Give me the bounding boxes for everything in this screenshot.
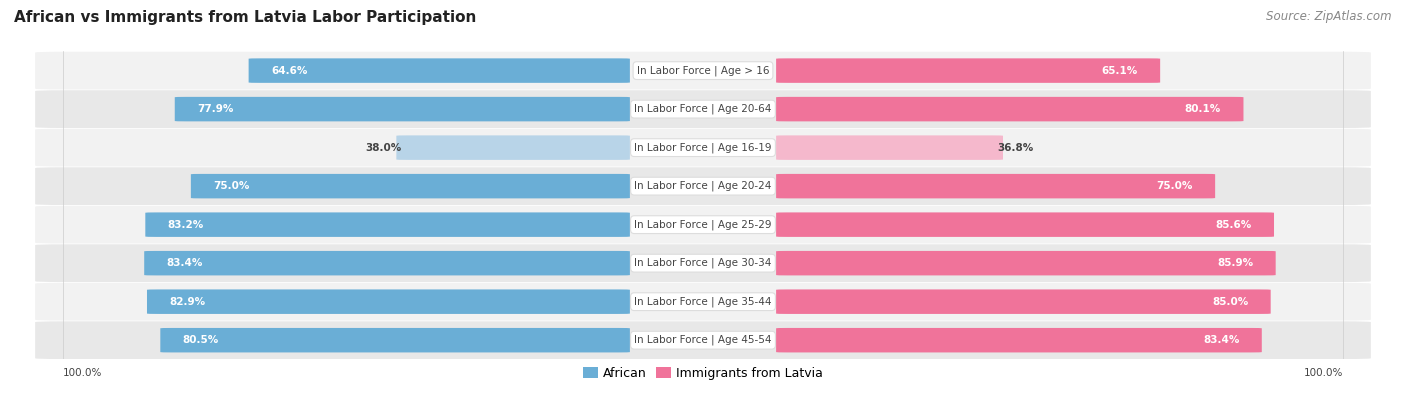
Text: In Labor Force | Age 45-54: In Labor Force | Age 45-54 [634, 335, 772, 346]
Text: 80.5%: 80.5% [183, 335, 219, 345]
FancyBboxPatch shape [35, 244, 1371, 282]
FancyBboxPatch shape [35, 129, 1371, 167]
FancyBboxPatch shape [776, 174, 1215, 198]
Text: 83.2%: 83.2% [167, 220, 204, 229]
Text: 85.6%: 85.6% [1215, 220, 1251, 229]
Text: In Labor Force | Age > 16: In Labor Force | Age > 16 [637, 65, 769, 76]
FancyBboxPatch shape [35, 90, 1371, 128]
FancyBboxPatch shape [145, 251, 630, 275]
FancyBboxPatch shape [145, 213, 630, 237]
FancyBboxPatch shape [148, 290, 630, 314]
Text: In Labor Force | Age 30-34: In Labor Force | Age 30-34 [634, 258, 772, 269]
Text: 75.0%: 75.0% [214, 181, 250, 191]
FancyBboxPatch shape [35, 52, 1371, 90]
Text: 85.9%: 85.9% [1218, 258, 1253, 268]
FancyBboxPatch shape [35, 321, 1371, 359]
Text: 38.0%: 38.0% [366, 143, 402, 152]
Text: 82.9%: 82.9% [170, 297, 205, 307]
FancyBboxPatch shape [35, 206, 1371, 244]
Text: 83.4%: 83.4% [167, 258, 202, 268]
Text: 36.8%: 36.8% [997, 143, 1033, 152]
FancyBboxPatch shape [35, 283, 1371, 321]
FancyBboxPatch shape [776, 213, 1274, 237]
FancyBboxPatch shape [174, 97, 630, 121]
Text: 77.9%: 77.9% [197, 104, 233, 114]
FancyBboxPatch shape [776, 135, 1002, 160]
Text: In Labor Force | Age 20-24: In Labor Force | Age 20-24 [634, 181, 772, 192]
Text: 80.1%: 80.1% [1185, 104, 1220, 114]
Text: In Labor Force | Age 16-19: In Labor Force | Age 16-19 [634, 142, 772, 153]
FancyBboxPatch shape [191, 174, 630, 198]
FancyBboxPatch shape [776, 97, 1243, 121]
Text: 100.0%: 100.0% [1303, 368, 1343, 378]
Text: Source: ZipAtlas.com: Source: ZipAtlas.com [1267, 10, 1392, 23]
FancyBboxPatch shape [776, 328, 1261, 352]
FancyBboxPatch shape [160, 328, 630, 352]
Text: 85.0%: 85.0% [1212, 297, 1249, 307]
Text: African vs Immigrants from Latvia Labor Participation: African vs Immigrants from Latvia Labor … [14, 10, 477, 25]
FancyBboxPatch shape [776, 290, 1271, 314]
Legend: African, Immigrants from Latvia: African, Immigrants from Latvia [578, 362, 828, 385]
Text: 100.0%: 100.0% [63, 368, 103, 378]
FancyBboxPatch shape [249, 58, 630, 83]
Text: 64.6%: 64.6% [271, 66, 308, 75]
FancyBboxPatch shape [396, 135, 630, 160]
Text: 83.4%: 83.4% [1204, 335, 1239, 345]
Text: 65.1%: 65.1% [1101, 66, 1137, 75]
Text: In Labor Force | Age 20-64: In Labor Force | Age 20-64 [634, 104, 772, 115]
Text: In Labor Force | Age 35-44: In Labor Force | Age 35-44 [634, 296, 772, 307]
FancyBboxPatch shape [776, 251, 1275, 275]
Text: 75.0%: 75.0% [1156, 181, 1192, 191]
FancyBboxPatch shape [776, 58, 1160, 83]
Text: In Labor Force | Age 25-29: In Labor Force | Age 25-29 [634, 219, 772, 230]
FancyBboxPatch shape [35, 167, 1371, 205]
